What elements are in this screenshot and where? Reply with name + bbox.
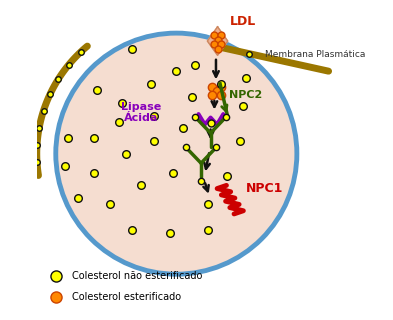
Circle shape: [56, 33, 297, 274]
Text: NPC2: NPC2: [229, 90, 262, 100]
Text: Colesterol esterificado: Colesterol esterificado: [72, 292, 181, 302]
Text: Lipase
Ácida: Lipase Ácida: [121, 102, 162, 123]
Polygon shape: [208, 27, 228, 55]
Text: Colesterol não esterificado: Colesterol não esterificado: [72, 271, 202, 281]
Text: Membrana Plasmática: Membrana Plasmática: [265, 50, 365, 59]
Text: LDL: LDL: [230, 15, 257, 28]
Text: NPC1: NPC1: [246, 182, 283, 195]
